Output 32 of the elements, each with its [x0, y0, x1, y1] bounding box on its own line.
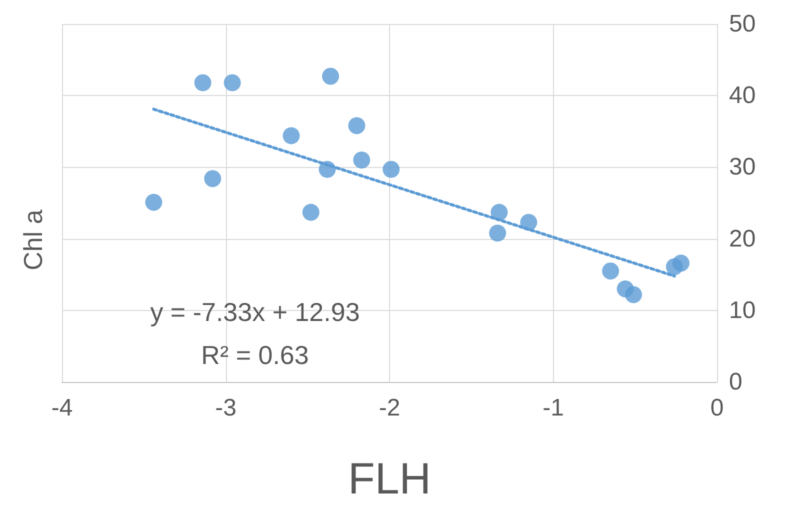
y-tick-label: 0: [729, 368, 742, 396]
y-tick-label: 50: [729, 10, 756, 38]
y-axis-title: Chl a: [18, 209, 48, 270]
y-tick-label: 30: [729, 154, 756, 181]
point: [490, 204, 508, 221]
point: [602, 262, 620, 280]
annotation: y = -7.33x + 12.93: [150, 297, 360, 327]
point: [672, 254, 690, 272]
point: [282, 127, 300, 144]
x-axis-title: FLH: [348, 454, 432, 504]
point: [302, 204, 320, 221]
point: [348, 117, 366, 134]
point: [224, 74, 241, 92]
x-tick-label: 0: [710, 394, 724, 422]
point: [194, 74, 212, 92]
point: [353, 152, 370, 169]
annotation: R² = 0.63: [201, 340, 309, 370]
point: [625, 286, 642, 304]
x-tick-label: -4: [51, 394, 73, 422]
x-tick-label: -1: [542, 394, 564, 422]
point: [318, 160, 336, 178]
y-tick-label: 40: [729, 82, 756, 110]
y-tick-label: 10: [729, 296, 756, 324]
point: [489, 224, 506, 242]
point: [145, 194, 162, 211]
point: [322, 68, 340, 85]
x-tick-label: -2: [378, 394, 400, 422]
point: [204, 170, 222, 188]
point: [520, 214, 538, 231]
point: [382, 160, 400, 178]
y-tick-label: 20: [729, 225, 756, 252]
x-tick-label: -3: [215, 394, 236, 422]
